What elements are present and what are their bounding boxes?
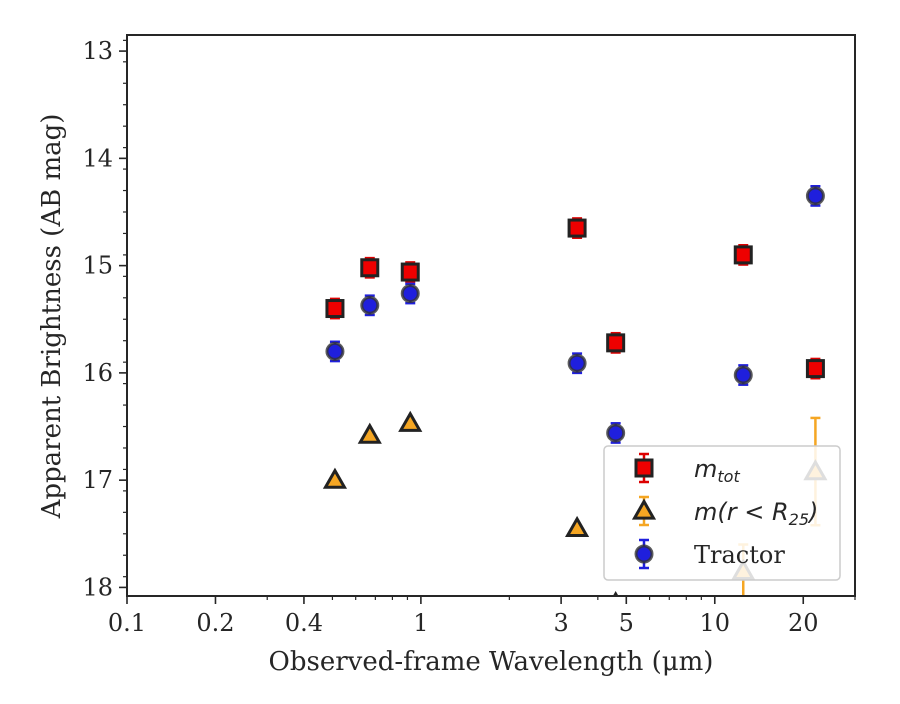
y-tick-label: 14	[82, 144, 113, 172]
y-tick-label: 15	[82, 252, 113, 280]
legend-label: Tractor	[694, 541, 785, 569]
y-tick-label: 13	[82, 37, 113, 65]
data-point	[606, 423, 626, 443]
y-tick-label: 17	[82, 466, 113, 494]
legend-marker	[631, 498, 657, 520]
legend-label: mtot	[694, 455, 740, 486]
legend-item: mtot	[634, 452, 740, 486]
data-point	[565, 515, 590, 538]
data-point	[805, 186, 825, 206]
data-point	[398, 410, 423, 432]
legend-item: Tractor	[634, 538, 785, 570]
data-point	[325, 299, 345, 319]
data-point	[322, 467, 348, 489]
legend-label: m(r < R25)	[694, 498, 818, 529]
x-tick-label: 10	[700, 609, 731, 637]
legend-item: m(r < R25)	[631, 495, 818, 529]
series-3	[325, 184, 825, 444]
x-tick-label: 5	[619, 609, 634, 637]
x-tick-label: 3	[553, 609, 568, 637]
x-tick-label: 20	[788, 609, 819, 637]
data-point	[567, 353, 587, 373]
plot-frame	[126, 34, 856, 597]
data-point	[606, 333, 626, 353]
y-tick-label: 18	[82, 573, 113, 601]
x-axis-title: Observed-frame Wavelength (μm)	[269, 647, 714, 677]
series-1	[325, 217, 825, 380]
x-tick-label: 0.2	[196, 609, 234, 637]
data-point	[360, 295, 380, 315]
y-tick-label: 16	[82, 359, 113, 387]
data-point	[733, 365, 753, 385]
y-axis-title: Apparent Brightness (AB mag)	[37, 114, 67, 520]
data-point	[567, 218, 587, 238]
legend-marker	[634, 458, 654, 478]
legend-marker	[634, 544, 654, 564]
x-tick-label: 0.4	[285, 609, 323, 637]
x-tick-label: 1	[413, 609, 428, 637]
data-point	[325, 341, 345, 361]
data-point	[400, 284, 420, 304]
data-point	[733, 245, 753, 265]
data-point	[805, 359, 825, 379]
x-tick-label: 0.1	[108, 609, 146, 637]
data-point	[360, 258, 380, 278]
legend-box	[603, 445, 841, 581]
data-point	[400, 262, 420, 282]
data-point	[357, 422, 382, 444]
legend: mtot m(r < R25) Tractor	[603, 445, 841, 581]
